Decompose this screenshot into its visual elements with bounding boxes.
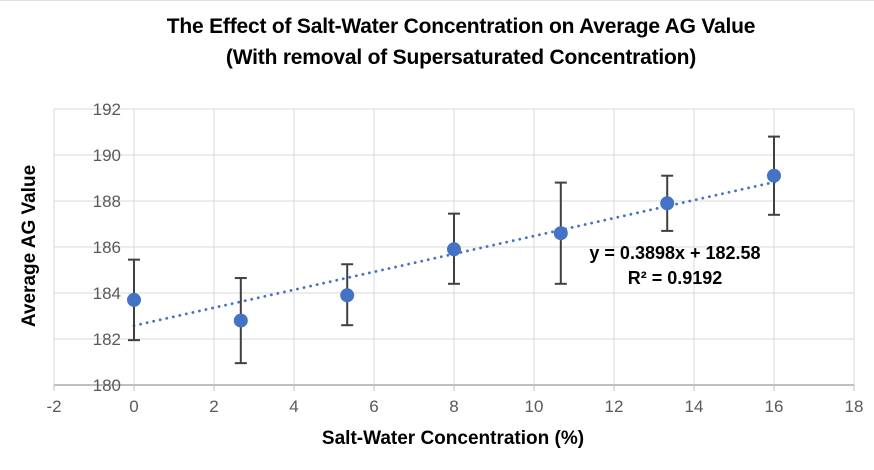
r-squared-value: R² = 0.9192 <box>627 268 723 288</box>
y-tick-label: 186 <box>93 238 121 257</box>
x-tick-label: 18 <box>845 397 864 416</box>
x-tick-label: 8 <box>449 397 458 416</box>
y-tick-label: 182 <box>93 330 121 349</box>
y-tick-label: 180 <box>93 376 121 395</box>
data-point-marker <box>553 226 568 241</box>
x-tick-label: 12 <box>605 397 624 416</box>
chart-title-line1: The Effect of Salt-Water Concentration o… <box>166 15 756 38</box>
x-tick-label: 6 <box>369 397 378 416</box>
x-tick-label: 0 <box>129 397 138 416</box>
x-tick-label: 16 <box>765 397 784 416</box>
y-tick-label: 192 <box>93 100 121 119</box>
chart-title-line2: (With removal of Supersaturated Concentr… <box>225 46 697 69</box>
data-point-marker <box>660 196 675 211</box>
data-point-marker <box>127 292 141 307</box>
data-point-marker <box>447 242 461 257</box>
data-point-marker <box>233 313 248 328</box>
x-axis-title: Salt-Water Concentration (%) <box>321 428 585 449</box>
y-tick-label: 184 <box>93 284 121 303</box>
y-tick-label: 188 <box>93 192 121 211</box>
trendline-annotation: y = 0.3898x + 182.58 R² = 0.9192 <box>563 241 787 291</box>
trendline-equation: y = 0.3898x + 182.58 <box>589 243 761 263</box>
data-point-marker <box>340 288 355 303</box>
data-point-marker <box>767 168 781 183</box>
chart-title: The Effect of Salt-Water Concentration o… <box>0 11 874 73</box>
y-axis-title: Average AG Value <box>19 164 40 328</box>
y-tick-label: 190 <box>93 146 121 165</box>
x-tick-label: -2 <box>46 397 61 416</box>
x-tick-label: 2 <box>209 397 218 416</box>
x-tick-label: 4 <box>289 397 298 416</box>
x-tick-label: 14 <box>685 397 704 416</box>
x-tick-label: 10 <box>525 397 544 416</box>
